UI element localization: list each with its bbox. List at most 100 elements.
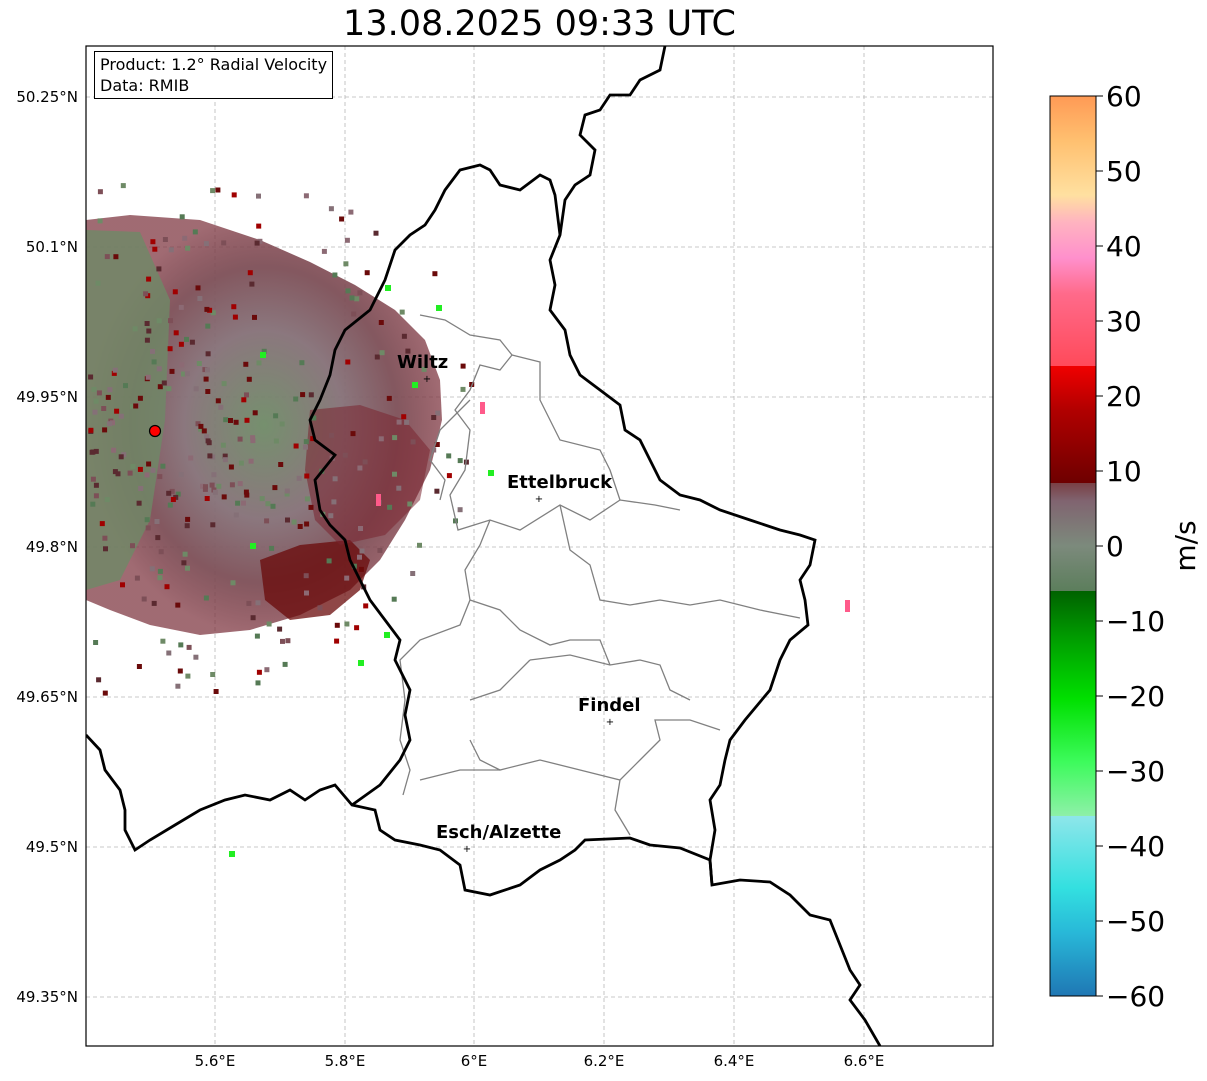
radar-pixel: [107, 387, 113, 393]
radar-pixel: [260, 352, 266, 358]
radar-pixel: [207, 453, 213, 459]
radar-pixel: [480, 402, 485, 414]
radar-pixel: [460, 363, 466, 369]
radar-pixel: [90, 449, 96, 455]
info-data-source: Data: RMIB: [100, 76, 190, 95]
radar-pixel: [222, 453, 228, 459]
lon-tick-label: 6.2°E: [584, 1052, 625, 1070]
radar-pixel: [269, 545, 275, 551]
radar-pixel: [238, 460, 244, 466]
radar-pixel: [339, 216, 345, 222]
radar-pixel: [216, 483, 222, 489]
radar-pixel: [91, 387, 97, 392]
radar-pixel: [152, 246, 158, 252]
lat-tick-label: 49.5°N: [26, 838, 78, 856]
radar-pixel: [273, 438, 279, 444]
radar-pixel: [303, 444, 308, 450]
colorbar-tick-label: −60: [1106, 980, 1165, 1013]
radar-pixel: [210, 188, 216, 194]
radar-pixel: [401, 333, 407, 339]
radar-pixel: [344, 621, 350, 627]
radar-pixel: [202, 486, 208, 492]
radar-pixel: [241, 397, 247, 403]
radar-pixel: [412, 382, 418, 388]
radar-pixel: [331, 499, 337, 505]
radar-pixel: [130, 543, 135, 549]
radar-pixel: [210, 672, 216, 677]
radar-pixel: [160, 463, 166, 469]
colorbar-tick-label: 20: [1106, 380, 1142, 413]
radar-pixel: [303, 573, 309, 579]
radar-pixel: [175, 602, 181, 608]
radar-pixel: [111, 370, 117, 376]
radar-pixel: [149, 566, 155, 572]
radar-pixel: [207, 307, 213, 313]
radar-pixel: [92, 409, 98, 415]
radar-pixel: [115, 471, 121, 477]
radar-pixel: [378, 320, 384, 325]
radar-pixel: [118, 454, 124, 460]
radar-pixel: [243, 361, 249, 367]
radar-pixel: [145, 374, 151, 380]
radar-pixel: [252, 314, 257, 320]
radar-pixel: [407, 501, 413, 507]
radar-pixel: [110, 420, 115, 426]
radar-pixel: [303, 193, 309, 199]
radar-pixel: [204, 434, 210, 440]
radar-pixel: [457, 458, 463, 464]
lat-tick-label: 49.95°N: [16, 388, 78, 406]
radar-pixel: [178, 304, 184, 310]
radar-pixel: [357, 554, 362, 560]
city-label-findel: Findel: [578, 695, 641, 716]
radar-pixel: [154, 519, 160, 524]
radar-pixel: [123, 383, 128, 389]
radar-pixel: [182, 551, 188, 557]
radar-pixel: [195, 285, 201, 291]
radar-pixel: [168, 318, 173, 324]
radar-pixel: [321, 248, 327, 254]
radar-pixel: [185, 565, 190, 571]
radar-pixel: [102, 427, 108, 433]
radar-pixel: [156, 266, 162, 272]
radar-pixel: [435, 410, 441, 416]
radar-pixel: [404, 419, 410, 425]
radar-pixel: [304, 496, 310, 502]
radar-pixel: [157, 384, 163, 390]
radar-pixel: [317, 605, 323, 611]
lat-tick-label: 49.65°N: [16, 688, 78, 706]
radar-pixel: [328, 513, 334, 519]
radar-pixel: [150, 467, 156, 473]
radar-pixel: [129, 403, 135, 409]
radar-pixel: [132, 326, 138, 332]
radar-pixel: [284, 491, 290, 497]
radar-pixel: [120, 582, 125, 588]
radar-pixel: [182, 235, 188, 241]
radar-pixel: [209, 482, 215, 488]
radar-pixel: [332, 476, 338, 482]
radar-pixel: [150, 239, 156, 245]
radar-pixel: [255, 600, 261, 606]
radar-pixel: [250, 543, 256, 549]
lon-tick-label: 6°E: [461, 1052, 488, 1070]
radar-pixel: [359, 548, 365, 554]
radar-pixel: [201, 428, 207, 434]
radar-pixel: [141, 596, 147, 602]
radar-pixel: [167, 346, 173, 352]
radar-pixel: [344, 237, 350, 243]
radar-pixel: [311, 415, 317, 421]
radar-pixel: [218, 404, 224, 410]
radar-pixel: [120, 183, 126, 189]
colorbar-scale: [1049, 95, 1097, 997]
radar-pixel: [90, 476, 96, 482]
radar-pixel: [410, 439, 416, 445]
radar-pixel: [203, 241, 209, 247]
radar-pixel: [246, 376, 252, 382]
radar-pixel: [203, 595, 209, 601]
radar-pixel: [146, 328, 152, 334]
radar-pixel: [158, 549, 164, 555]
radar-pixel: [264, 667, 270, 673]
radar-pixel: [363, 603, 369, 609]
radar-pixel: [198, 426, 204, 432]
lat-tick-label: 49.35°N: [16, 988, 78, 1006]
lat-tick-label: 49.8°N: [26, 538, 78, 556]
